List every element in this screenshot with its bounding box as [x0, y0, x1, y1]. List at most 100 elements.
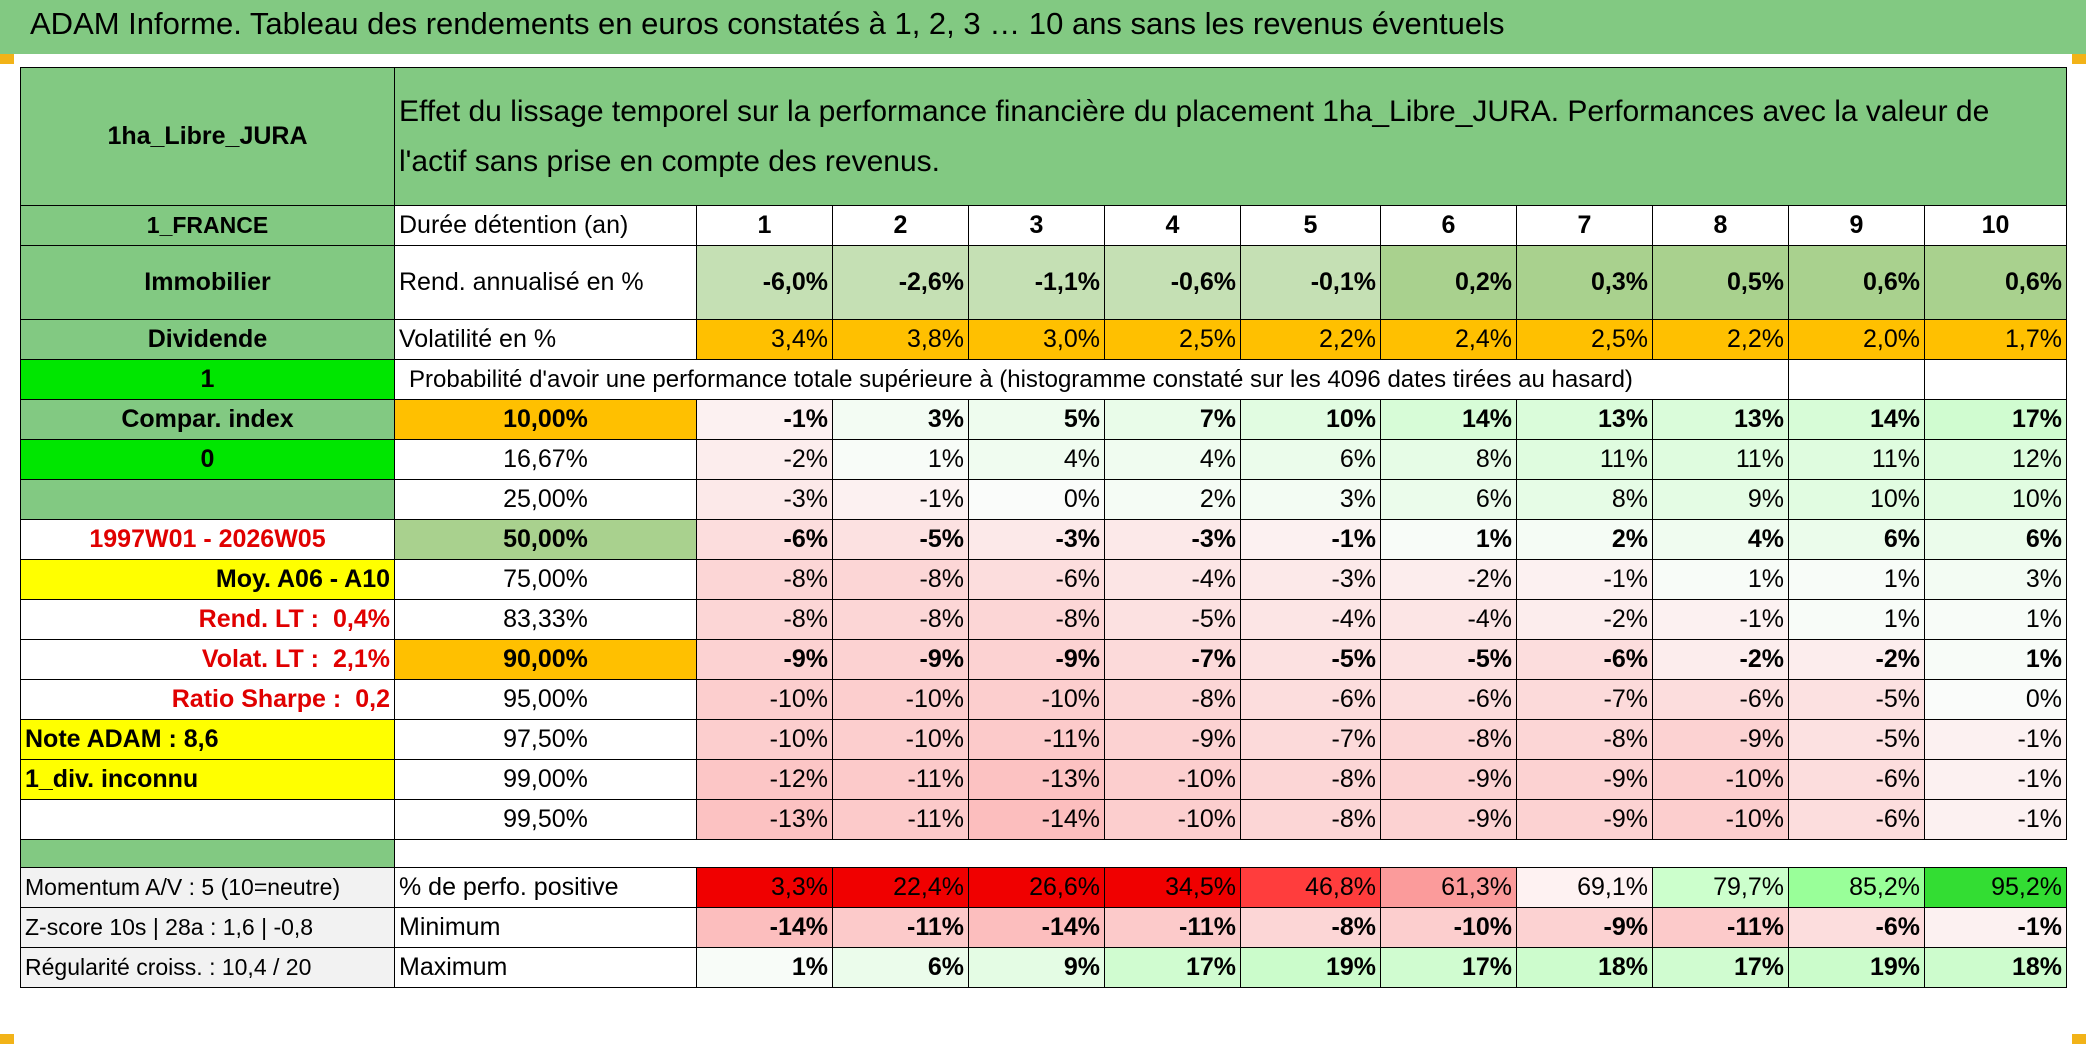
dividend-label: Dividende [20, 319, 395, 360]
percentile-value: 3% [1240, 479, 1381, 520]
percentile-value: 8% [1380, 439, 1517, 480]
maximum-value: 9% [968, 947, 1105, 988]
percentile-value: -6% [1240, 679, 1381, 720]
percentile-value: 4% [1652, 519, 1789, 560]
empty-cell [1788, 359, 1925, 400]
percentile-value: -10% [1652, 799, 1789, 840]
percentile-value: -8% [1516, 719, 1653, 760]
percentile-value: -14% [968, 799, 1105, 840]
label-value: 0,4% [333, 605, 390, 633]
minimum-value: -8% [1240, 907, 1381, 948]
percentile-value: -9% [968, 639, 1105, 680]
corner-marker [0, 1034, 14, 1044]
minimum-value: -11% [1104, 907, 1241, 948]
percentile-value: 1% [1652, 559, 1789, 600]
percentile-value: -1% [1240, 519, 1381, 560]
corner-marker [2072, 54, 2086, 64]
percentile-value: 1% [832, 439, 969, 480]
maximum-value: 18% [1923, 947, 2068, 988]
percentile-value: 12% [1923, 439, 2068, 480]
percentile-label: 99,50% [394, 799, 697, 840]
percentile-label: 16,67% [394, 439, 697, 480]
percentile-value: 4% [968, 439, 1105, 480]
percentile-value: 13% [1516, 399, 1653, 440]
percentile-value: -3% [1240, 559, 1381, 600]
year-header: 2 [832, 205, 969, 246]
percentile-value: -10% [832, 679, 969, 720]
percentile-value: -1% [1516, 559, 1653, 600]
percentile-value: -9% [1380, 799, 1517, 840]
vol-value: 3,0% [968, 319, 1105, 360]
percentile-value: -6% [1516, 639, 1653, 680]
percentile-value: 0% [968, 479, 1105, 520]
percentile-value: 1% [1788, 599, 1925, 640]
percentile-label: 75,00% [394, 559, 697, 600]
percentile-value: -2% [1788, 639, 1925, 680]
percentile-label: 97,50% [394, 719, 697, 760]
percentile-value: 8% [1516, 479, 1653, 520]
percentile-value: 6% [1240, 439, 1381, 480]
maximum-value: 1% [696, 947, 833, 988]
rend-value: -2,6% [832, 245, 969, 320]
percentile-value: -2% [696, 439, 833, 480]
percentile-value: -11% [832, 759, 969, 800]
sharpe-label: Ratio Sharpe : 0,2 [20, 679, 395, 720]
maximum-value: 19% [1240, 947, 1381, 988]
percentile-value: 1% [1923, 599, 2068, 640]
percentile-value: -12% [696, 759, 833, 800]
zscore-label: Z-score 10s | 28a : 1,6 | -0,8 [20, 907, 395, 948]
rend-value: -0,1% [1240, 245, 1381, 320]
percentile-value: -13% [968, 759, 1105, 800]
vol-value: 2,5% [1104, 319, 1241, 360]
compar-index-label: Compar. index [20, 399, 395, 440]
percentile-value: -1% [832, 479, 969, 520]
percentile-value: -9% [1516, 799, 1653, 840]
percentile-value: -10% [1104, 799, 1241, 840]
percentile-value: -1% [1923, 719, 2068, 760]
rend-lt-label: Rend. LT : 0,4% [20, 599, 395, 640]
percentile-value: 14% [1788, 399, 1925, 440]
minimum-value: -1% [1923, 907, 2068, 948]
momentum-label: Momentum A/V : 5 (10=neutre) [20, 867, 395, 908]
percentile-value: -8% [832, 559, 969, 600]
percentile-value: -10% [1104, 759, 1241, 800]
percentile-value: 11% [1652, 439, 1789, 480]
percentile-value: -8% [696, 599, 833, 640]
rend-value: 0,6% [1923, 245, 2068, 320]
percentile-value: -6% [1788, 799, 1925, 840]
year-header: 3 [968, 205, 1105, 246]
percentile-value: -5% [1788, 679, 1925, 720]
pct-pos-label: % de perfo. positive [394, 867, 697, 908]
percentile-value: -5% [1104, 599, 1241, 640]
minimum-value: -9% [1516, 907, 1653, 948]
percentile-value: 14% [1380, 399, 1517, 440]
percentile-value: -1% [1923, 759, 2068, 800]
percentile-value: 11% [1788, 439, 1925, 480]
percentile-value: -10% [1652, 759, 1789, 800]
table-description: Effet du lissage temporel sur la perform… [393, 67, 2068, 206]
percentile-value: -7% [1104, 639, 1241, 680]
percentile-value: 4% [1104, 439, 1241, 480]
minimum-value: -6% [1788, 907, 1925, 948]
note-adam: Note ADAM : 8,6 [20, 719, 395, 760]
percentile-value: 6% [1923, 519, 2068, 560]
percentile-value: -5% [1240, 639, 1381, 680]
percentile-value: 9% [1652, 479, 1789, 520]
percentile-label: 10,00% [394, 399, 697, 440]
empty-cell [1923, 359, 2068, 400]
percentile-value: -8% [1240, 799, 1381, 840]
label-text: Volat. LT : [201, 645, 320, 673]
percentile-value: -5% [1380, 639, 1517, 680]
maximum-value: 6% [832, 947, 969, 988]
vol-value: 2,4% [1380, 319, 1517, 360]
percentile-label: 83,33% [394, 599, 697, 640]
flag-one: 1 [20, 359, 395, 400]
vol-value: 2,0% [1788, 319, 1925, 360]
percentile-label: 95,00% [394, 679, 697, 720]
percentile-value: -6% [1788, 759, 1925, 800]
pct-pos-value: 85,2% [1788, 867, 1925, 908]
percentile-value: -9% [1380, 759, 1517, 800]
percentile-value: -11% [968, 719, 1105, 760]
year-header: 5 [1240, 205, 1381, 246]
year-header: 7 [1516, 205, 1653, 246]
